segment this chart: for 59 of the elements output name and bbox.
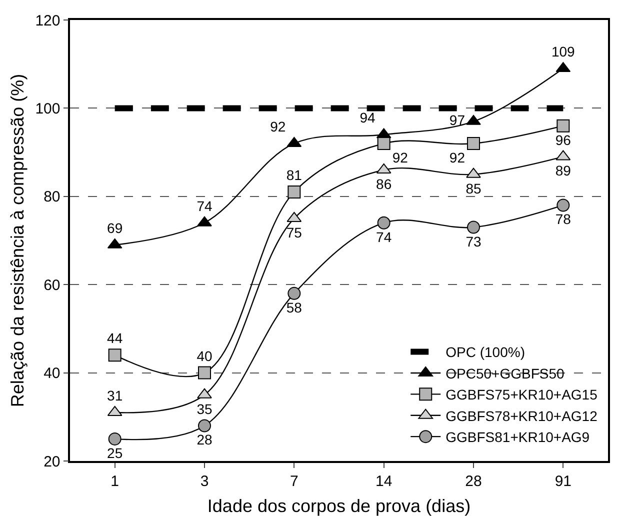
legend-label: GGBFS78+KR10+AG12 <box>446 408 598 424</box>
data-label: 109 <box>551 44 576 60</box>
point <box>108 432 122 446</box>
point <box>377 136 390 150</box>
data-label: 40 <box>196 348 212 364</box>
legend-label: OPC50+GGBFS50 <box>446 365 564 382</box>
legend-label: GGBFS81+KR10+AG9 <box>446 429 590 446</box>
data-label: 44 <box>107 330 123 346</box>
data-label: 97 <box>449 112 466 128</box>
data-label: 92 <box>392 149 408 166</box>
x-tick-label: 7 <box>290 472 298 490</box>
x-tick-label: 91 <box>554 472 572 490</box>
data-label: 25 <box>107 444 123 461</box>
point <box>288 286 301 300</box>
x-axis-title: Idade dos corpos de prova (dias) <box>207 496 471 516</box>
data-label: 74 <box>376 228 392 245</box>
point <box>197 388 212 398</box>
data-label: 73 <box>466 233 482 250</box>
point <box>556 119 570 132</box>
x-tick-label: 28 <box>465 472 482 490</box>
legend-label: OPC (100%) <box>446 344 525 360</box>
point <box>556 198 570 212</box>
y-tick-label: 120 <box>35 12 60 30</box>
data-label: 81 <box>286 166 302 183</box>
data-label: 35 <box>196 400 212 417</box>
x-tick-label: 3 <box>200 472 209 490</box>
data-label: 58 <box>286 299 302 316</box>
point <box>288 185 301 198</box>
data-label: 75 <box>286 224 302 240</box>
data-label: 69 <box>107 220 123 236</box>
point <box>108 348 122 362</box>
y-tick-label: 100 <box>35 100 60 118</box>
data-label: 94 <box>360 110 376 126</box>
data-label: 92 <box>270 118 286 134</box>
x-tick-label: 1 <box>110 472 119 490</box>
data-label: 74 <box>196 198 212 214</box>
data-label: 31 <box>107 387 123 404</box>
point <box>377 216 390 230</box>
data-label: 96 <box>555 132 572 148</box>
point <box>198 419 211 432</box>
legend-label: GGBFS75+KR10+AG15 <box>446 386 598 403</box>
point <box>466 168 481 178</box>
data-label: 78 <box>555 211 572 228</box>
y-tick-label: 40 <box>44 365 60 382</box>
y-tick-label: 80 <box>44 188 60 206</box>
y-tick-label: 20 <box>44 453 60 470</box>
point <box>466 114 481 125</box>
y-axis-title: Relação da resistência à compressão (%) <box>8 74 28 408</box>
point <box>467 136 480 150</box>
point <box>197 216 212 226</box>
data-label: 85 <box>466 180 482 196</box>
y-tick-label: 60 <box>44 276 60 294</box>
point <box>467 220 480 234</box>
data-label: 92 <box>449 149 466 166</box>
point <box>198 366 211 380</box>
x-tick-label: 14 <box>375 472 392 490</box>
data-label: 28 <box>196 432 212 448</box>
data-label: 89 <box>555 162 572 179</box>
data-label: 86 <box>376 176 392 192</box>
